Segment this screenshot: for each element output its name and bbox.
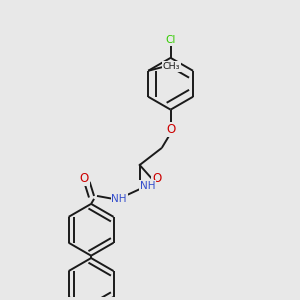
Text: O: O (152, 172, 161, 185)
Text: NH: NH (140, 181, 156, 190)
Text: NH: NH (111, 194, 127, 204)
Text: CH₃: CH₃ (163, 62, 181, 71)
Text: O: O (166, 123, 175, 136)
Text: Cl: Cl (165, 35, 176, 45)
Text: O: O (80, 172, 89, 185)
